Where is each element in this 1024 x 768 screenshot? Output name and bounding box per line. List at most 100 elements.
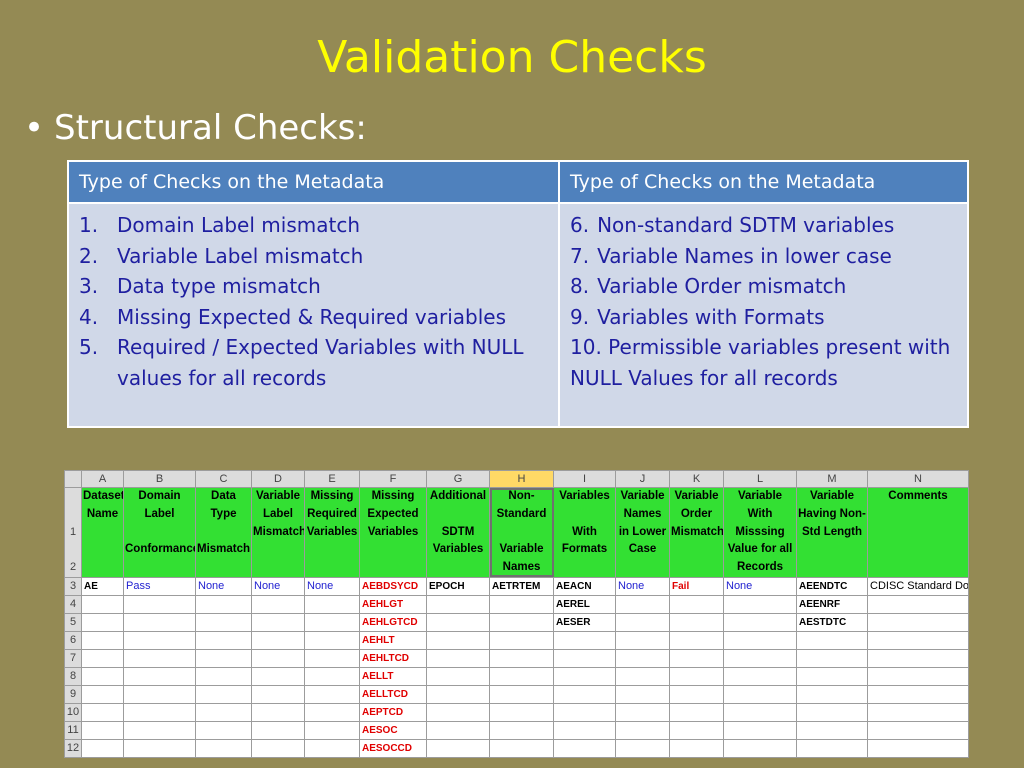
header-cell[interactable]: Non-Standard Variable Names bbox=[489, 487, 554, 578]
sheet-cell[interactable] bbox=[553, 720, 616, 740]
sheet-cell[interactable] bbox=[195, 666, 252, 686]
sheet-cell[interactable] bbox=[123, 648, 196, 668]
sheet-cell[interactable]: AEHLGT bbox=[359, 594, 427, 614]
sheet-cell[interactable] bbox=[81, 630, 124, 650]
row-number[interactable]: 11 bbox=[64, 720, 82, 740]
sheet-cell[interactable] bbox=[251, 666, 305, 686]
header-cell[interactable]: Variable With Misssing Value for all Rec… bbox=[723, 487, 797, 578]
sheet-cell[interactable] bbox=[723, 666, 797, 686]
column-header-b[interactable]: B bbox=[123, 470, 196, 488]
sheet-cell[interactable] bbox=[669, 738, 724, 758]
sheet-cell[interactable] bbox=[615, 684, 670, 704]
sheet-cell[interactable] bbox=[796, 648, 868, 668]
sheet-cell[interactable] bbox=[195, 630, 252, 650]
sheet-cell[interactable] bbox=[81, 594, 124, 614]
sheet-cell[interactable] bbox=[81, 738, 124, 758]
column-header-g[interactable]: G bbox=[426, 470, 490, 488]
sheet-cell[interactable] bbox=[489, 720, 554, 740]
sheet-cell[interactable] bbox=[615, 630, 670, 650]
sheet-cell[interactable]: AEHLT bbox=[359, 630, 427, 650]
column-header-h[interactable]: H bbox=[489, 470, 554, 488]
row-number[interactable]: 8 bbox=[64, 666, 82, 686]
sheet-cell[interactable] bbox=[615, 666, 670, 686]
sheet-cell[interactable]: AEPTCD bbox=[359, 702, 427, 722]
column-header-i[interactable]: I bbox=[553, 470, 616, 488]
row-number[interactable]: 5 bbox=[64, 612, 82, 632]
row-number[interactable]: 4 bbox=[64, 594, 82, 614]
sheet-cell[interactable]: Fail bbox=[669, 576, 724, 596]
sheet-cell[interactable] bbox=[304, 738, 360, 758]
sheet-cell[interactable] bbox=[123, 612, 196, 632]
sheet-cell[interactable] bbox=[251, 684, 305, 704]
sheet-cell[interactable]: AESER bbox=[553, 612, 616, 632]
sheet-cell[interactable]: AEHLTCD bbox=[359, 648, 427, 668]
sheet-cell[interactable] bbox=[867, 612, 969, 632]
sheet-cell[interactable] bbox=[426, 738, 490, 758]
row-number[interactable]: 7 bbox=[64, 648, 82, 668]
sheet-cell[interactable] bbox=[723, 630, 797, 650]
sheet-cell[interactable] bbox=[615, 648, 670, 668]
sheet-cell[interactable] bbox=[195, 612, 252, 632]
sheet-cell[interactable]: AESOCCD bbox=[359, 738, 427, 758]
sheet-cell[interactable] bbox=[796, 666, 868, 686]
sheet-cell[interactable]: AETRTEM bbox=[489, 576, 554, 596]
sheet-cell[interactable] bbox=[553, 738, 616, 758]
sheet-cell[interactable]: None bbox=[195, 576, 252, 596]
sheet-cell[interactable] bbox=[81, 702, 124, 722]
sheet-cell[interactable] bbox=[723, 594, 797, 614]
sheet-cell[interactable] bbox=[489, 738, 554, 758]
sheet-cell[interactable] bbox=[426, 720, 490, 740]
sheet-cell[interactable] bbox=[426, 612, 490, 632]
sheet-cell[interactable] bbox=[81, 612, 124, 632]
header-cell[interactable]: Variable Having Non-Std Length bbox=[796, 487, 868, 578]
sheet-cell[interactable] bbox=[669, 702, 724, 722]
column-header-a[interactable]: A bbox=[81, 470, 124, 488]
sheet-cell[interactable] bbox=[669, 720, 724, 740]
sheet-cell[interactable] bbox=[123, 702, 196, 722]
sheet-cell[interactable] bbox=[867, 630, 969, 650]
sheet-cell[interactable] bbox=[123, 594, 196, 614]
sheet-cell[interactable] bbox=[723, 684, 797, 704]
sheet-cell[interactable] bbox=[867, 594, 969, 614]
sheet-cell[interactable]: AEACN bbox=[553, 576, 616, 596]
column-header-m[interactable]: M bbox=[796, 470, 868, 488]
sheet-cell[interactable] bbox=[669, 648, 724, 668]
sheet-cell[interactable] bbox=[723, 612, 797, 632]
sheet-cell[interactable] bbox=[723, 702, 797, 722]
sheet-cell[interactable] bbox=[796, 684, 868, 704]
sheet-cell[interactable] bbox=[304, 594, 360, 614]
sheet-cell[interactable] bbox=[489, 702, 554, 722]
sheet-cell[interactable]: None bbox=[615, 576, 670, 596]
header-cell[interactable]: Domain Label Conformance bbox=[123, 487, 196, 578]
sheet-cell[interactable]: None bbox=[723, 576, 797, 596]
sheet-cell[interactable] bbox=[251, 738, 305, 758]
sheet-cell[interactable] bbox=[489, 630, 554, 650]
sheet-cell[interactable] bbox=[426, 630, 490, 650]
sheet-cell[interactable] bbox=[123, 630, 196, 650]
sheet-cell[interactable] bbox=[669, 630, 724, 650]
header-cell[interactable]: Variable Order Mismatch bbox=[669, 487, 724, 578]
column-header-l[interactable]: L bbox=[723, 470, 797, 488]
sheet-cell[interactable] bbox=[867, 702, 969, 722]
sheet-cell[interactable] bbox=[304, 648, 360, 668]
header-cell[interactable]: Missing Expected Variables bbox=[359, 487, 427, 578]
sheet-cell[interactable] bbox=[81, 648, 124, 668]
column-header-k[interactable]: K bbox=[669, 470, 724, 488]
sheet-cell[interactable]: AEENDTC bbox=[796, 576, 868, 596]
sheet-cell[interactable] bbox=[195, 720, 252, 740]
sheet-cell[interactable] bbox=[426, 648, 490, 668]
column-header-c[interactable]: C bbox=[195, 470, 252, 488]
sheet-cell[interactable]: Pass bbox=[123, 576, 196, 596]
sheet-cell[interactable] bbox=[251, 594, 305, 614]
sheet-cell[interactable] bbox=[489, 684, 554, 704]
sheet-cell[interactable] bbox=[195, 738, 252, 758]
sheet-cell[interactable] bbox=[867, 648, 969, 668]
sheet-cell[interactable] bbox=[553, 684, 616, 704]
sheet-cell[interactable] bbox=[123, 684, 196, 704]
sheet-cell[interactable] bbox=[796, 738, 868, 758]
row-number[interactable]: 6 bbox=[64, 630, 82, 650]
sheet-cell[interactable] bbox=[489, 666, 554, 686]
sheet-cell[interactable] bbox=[615, 702, 670, 722]
sheet-cell[interactable] bbox=[251, 648, 305, 668]
row-number[interactable]: 3 bbox=[64, 576, 82, 596]
